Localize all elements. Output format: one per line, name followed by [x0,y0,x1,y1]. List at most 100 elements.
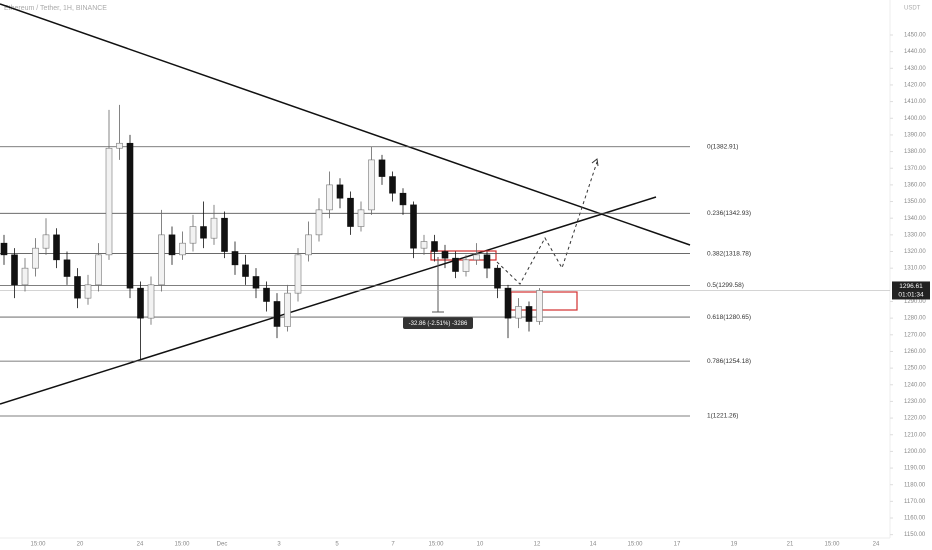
candle-body [431,241,438,252]
y-axis: 1150.00 1160.00 1170.00 1180.00 1190.00 1200.… [30,33,926,548]
y-tick-label: 1450.00 [904,33,926,39]
y-tick-label: 1230.00 [904,399,926,405]
chart-title: Ethereum / Tether, 1H, BINANCE [4,5,107,12]
candle-body [494,267,501,289]
x-tick-label: 5 [335,542,339,548]
candle-body [368,159,375,211]
plot: 1150.00 1160.00 1170.00 1180.00 1190.00 1200.… [0,33,930,548]
fib-label: 0.5(1299.58) [707,282,744,289]
candle-body [158,234,165,286]
x-tick-label: 14 [590,542,597,548]
candle-body [147,284,155,319]
candle-body [21,267,29,286]
candle-body [357,209,365,227]
candle-body [420,241,428,249]
candle-body [42,234,50,249]
candle-body [536,290,543,322]
x-tick-label: 15:00 [174,542,190,548]
candle-body [410,204,417,249]
y-tick-label: 1160.00 [904,516,926,522]
candle-body [305,234,312,256]
candle-body [525,306,533,322]
x-tick-label: 20 [77,542,84,548]
fib-label: 0.236(1342.93) [707,210,751,217]
x-tick-label: 24 [137,542,144,548]
candle-body [116,142,123,149]
candle-body [63,259,71,277]
y-tick-label: 1410.00 [904,99,926,105]
x-tick-label: 15:00 [428,542,444,548]
x-tick-label: 15:00 [627,542,643,548]
y-tick-label: 1150.00 [904,532,926,538]
y-tick-label: 1420.00 [904,83,926,89]
y-tick-label: 1290.00 [904,299,926,305]
candle-body [252,276,260,289]
y-tick-label: 1190.00 [904,466,926,472]
fib-label: 0.786(1254.18) [707,358,751,365]
candle-body [221,217,228,252]
fib-label: 0.382(1318.78) [707,250,751,257]
candle-body [399,192,407,206]
y-tick-label: 1430.00 [904,66,926,72]
y-tick-label: 1330.00 [904,232,926,238]
y-tick-label: 1380.00 [904,149,926,155]
y-tick-label: 1340.00 [904,216,926,222]
y-tick-label: 1370.00 [904,166,926,172]
trend-line [0,3,691,246]
candle-body [504,287,512,319]
candle-body [126,142,134,289]
y-tick-label: 1440.00 [904,49,926,55]
y-axis-label: USDT [904,6,921,12]
candle-body [200,226,207,239]
y-tick-label: 1200.00 [904,449,926,455]
x-tick-label: 17 [674,542,681,548]
countdown: 01:01:34 [898,292,924,299]
candle-body [347,197,354,227]
y-tick-label: 1250.00 [904,366,926,372]
y-tick-label: 1360.00 [904,182,926,188]
candle-body [74,276,81,299]
x-tick-label: Dec [217,542,228,548]
candle-body [0,242,8,256]
candle-body [231,251,239,266]
x-tick-label: 19 [731,542,738,548]
x-tick-label: 3 [277,542,281,548]
y-tick-label: 1400.00 [904,116,926,122]
candle-body [179,242,186,256]
y-tick-label: 1270.00 [904,332,926,338]
candle-body [441,251,449,259]
candle-body [53,234,60,261]
candle-body [483,254,491,269]
y-tick-label: 1260.00 [904,349,926,355]
candle-body [389,176,396,194]
fib-label: 0.618(1280.65) [707,314,751,321]
candle-body [326,184,333,211]
y-tick-label: 1180.00 [904,482,926,488]
measure-label: -32.86 (-2.51%) -3286 [409,321,468,327]
y-tick-label: 1280.00 [904,316,926,322]
x-tick-label: 15:00 [824,542,840,548]
candle-body [95,254,102,286]
y-tick-label: 1310.00 [904,266,926,272]
candle-body [378,159,386,177]
candle-body [137,287,144,319]
y-tick-label: 1170.00 [904,499,926,505]
x-tick-label: 21 [787,542,794,548]
candle-body [263,287,270,302]
candle-body [336,184,344,199]
y-tick-label: 1390.00 [904,132,926,138]
trend-line [0,196,657,405]
candle-body [515,306,522,319]
y-tick-label: 1210.00 [904,432,926,438]
y-tick-label: 1350.00 [904,199,926,205]
candle-body [84,284,92,299]
x-tick-label: 12 [534,542,541,548]
candle-body [473,254,480,261]
candle-body [294,254,302,294]
y-tick-label: 1240.00 [904,382,926,388]
projection-path [496,161,598,285]
measure-box [403,317,473,329]
candle-body [105,147,113,256]
candle-body [273,301,281,327]
y-tick-label: 1320.00 [904,249,926,255]
